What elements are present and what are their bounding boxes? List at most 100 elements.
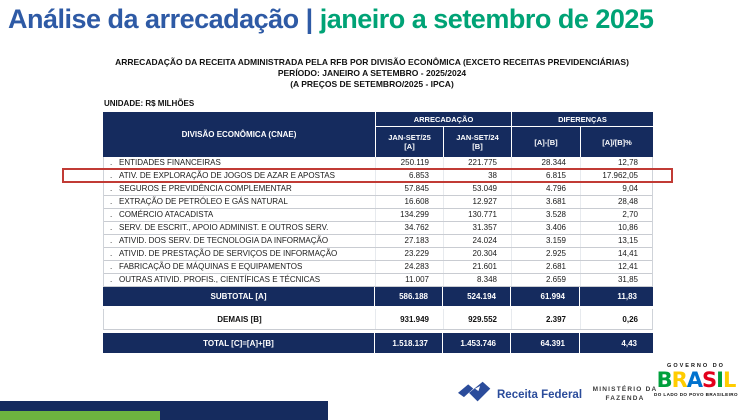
total-label: TOTAL [C]=[A]+[B] [203, 338, 274, 348]
cell-diff: 2.925 [511, 248, 580, 260]
cell-pct: 2,70 [580, 209, 652, 221]
column-subheaders: JAN-SET/25 [A] JAN-SET/24 [B] [A]-[B] [A… [375, 127, 653, 157]
row-label: ATIVID. DOS SERV. DE TECNOLOGIA DA INFOR… [119, 236, 329, 245]
receita-federal-label: Receita Federal [497, 388, 583, 401]
table-header-right: ARRECADAÇÃO DIFERENÇAS JAN-SET/25 [A] JA… [375, 112, 653, 157]
row-label: SEGUROS E PREVIDÊNCIA COMPLEMENTAR [119, 184, 292, 193]
receita-federal-icon [458, 380, 492, 409]
col-header-jan-set-25: JAN-SET/25 [A] [375, 127, 443, 157]
row-bullet: . [110, 158, 113, 167]
cell-diff: 3.681 [511, 196, 580, 208]
cell-a: 6.853 [375, 170, 443, 182]
row-bullet: . [110, 197, 113, 206]
bottom-green-bar [0, 411, 160, 420]
column-groups: ARRECADAÇÃO DIFERENÇAS [375, 112, 653, 127]
row-label: FABRICAÇÃO DE MÁQUINAS E EQUIPAMENTOS [119, 262, 303, 271]
cell-b: 12.927 [443, 196, 511, 208]
cell-a: 586.188 [374, 287, 442, 306]
cell-pct: 4,43 [579, 333, 651, 353]
table-body: . ENTIDADES FINANCEIRAS 250.119 221.775 2… [62, 157, 673, 287]
cell-b: 38 [443, 170, 511, 182]
cell-diff: 4.796 [511, 183, 580, 195]
cell-pct: 10,86 [580, 222, 652, 234]
cell-b: 221.775 [443, 157, 511, 169]
cell-a: 11.007 [375, 274, 443, 286]
demais-label: DEMAIS [B] [217, 314, 262, 324]
cell-diff: 2.397 [511, 309, 580, 329]
cell-pct: 12,41 [580, 261, 652, 273]
brasil-wordmark: BRASIL [656, 368, 737, 392]
table-row: . ATIVID. DE PRESTAÇÃO DE SERVIÇOS DE INF… [104, 248, 652, 261]
table-header: DIVISÃO ECONÔMICA (CNAE) ARRECADAÇÃO DIF… [103, 112, 653, 157]
cell-diff: 28.344 [511, 157, 580, 169]
page-title: Análise da arrecadação | janeiro a setemb… [8, 4, 654, 35]
row-label: COMÉRCIO ATACADISTA [119, 210, 214, 219]
cell-pct: 31,85 [580, 274, 652, 286]
cell-a: 16.608 [375, 196, 443, 208]
row-label: ATIV. DE EXPLORAÇÃO DE JOGOS DE AZAR E A… [119, 171, 335, 180]
cell-b: 929.552 [443, 309, 511, 329]
col-header-jan-set-24: JAN-SET/24 [B] [443, 127, 511, 157]
row-bullet: . [110, 210, 113, 219]
cell-diff: 6.815 [511, 170, 580, 182]
col-group-diferencas: DIFERENÇAS [511, 112, 653, 126]
table-row: . EXTRAÇÃO DE PETRÓLEO E GÁS NATURAL 16.6… [104, 196, 652, 209]
col-header-diff: [A]-[B] [511, 127, 580, 157]
cell-pct: 12,78 [580, 157, 652, 169]
caption-line-3: (A PREÇOS DE SETEMBRO/2025 - IPCA) [290, 79, 454, 89]
cell-b: 21.601 [443, 261, 511, 273]
row-label: OUTRAS ATIVID. PROFIS., CIENTÍFICAS E TÉ… [119, 275, 321, 284]
cell-a: 57.845 [375, 183, 443, 195]
cell-diff: 3.159 [511, 235, 580, 247]
cell-pct: 0,26 [580, 309, 652, 329]
ministerio-fazenda-label: MINISTÉRIO DA FAZENDA [592, 386, 658, 402]
cell-pct: 14,41 [580, 248, 652, 260]
brasil-tagline: DO LADO DO POVO BRASILEIRO [654, 392, 738, 397]
row-label: SERV. DE ESCRIT., APOIO ADMINIST. E OUTR… [119, 223, 329, 232]
cell-pct: 17.962,05 [580, 170, 652, 182]
cell-b: 130.771 [443, 209, 511, 221]
cell-b: 8.348 [443, 274, 511, 286]
governo-do-label: GOVERNO DO [667, 363, 725, 369]
cell-a: 34.762 [375, 222, 443, 234]
cell-diff: 64.391 [510, 333, 579, 353]
row-bullet: . [110, 262, 113, 271]
table-caption: ARRECADAÇÃO DA RECEITA ADMINISTRADA PELA… [0, 57, 744, 90]
table-row: . ATIVID. DOS SERV. DE TECNOLOGIA DA INFO… [104, 235, 652, 248]
demais-row: DEMAIS [B] 931.949 929.552 2.397 0,26 [103, 309, 653, 330]
total-row: TOTAL [C]=[A]+[B] 1.518.137 1.453.746 64… [103, 333, 653, 353]
cell-b: 31.357 [443, 222, 511, 234]
cell-diff: 3.406 [511, 222, 580, 234]
table-row-highlighted: . ATIV. DE EXPLORAÇÃO DE JOGOS DE AZAR E … [62, 168, 673, 183]
table-row: . OUTRAS ATIVID. PROFIS., CIENTÍFICAS E T… [104, 274, 652, 287]
unit-label: UNIDADE: R$ MILHÕES [104, 99, 195, 108]
cell-a: 250.119 [375, 157, 443, 169]
row-label: EXTRAÇÃO DE PETRÓLEO E GÁS NATURAL [119, 197, 288, 206]
cell-diff: 3.528 [511, 209, 580, 221]
table-row: . SERV. DE ESCRIT., APOIO ADMINIST. E OUT… [104, 222, 652, 235]
table-row: . FABRICAÇÃO DE MÁQUINAS E EQUIPAMENTOS 2… [104, 261, 652, 274]
caption-line-1: ARRECADAÇÃO DA RECEITA ADMINISTRADA PELA… [115, 57, 629, 67]
col-group-arrecadacao: ARRECADAÇÃO [375, 112, 511, 126]
row-bullet: . [110, 171, 113, 180]
col-header-pct: [A]/[B]% [580, 127, 653, 157]
subtotal-label: SUBTOTAL [A] [210, 292, 267, 301]
cell-b: 24.024 [443, 235, 511, 247]
cell-a: 27.183 [375, 235, 443, 247]
subtotal-row: SUBTOTAL [A] 586.188 524.194 61.994 11,8… [103, 287, 653, 306]
cell-pct: 9,04 [580, 183, 652, 195]
row-bullet: . [110, 275, 113, 284]
cell-b: 1.453.746 [442, 333, 510, 353]
row-bullet: . [110, 184, 113, 193]
row-label: ENTIDADES FINANCEIRAS [119, 158, 221, 167]
revenue-table: DIVISÃO ECONÔMICA (CNAE) ARRECADAÇÃO DIF… [62, 112, 673, 353]
table-row: . ENTIDADES FINANCEIRAS 250.119 221.775 2… [104, 157, 652, 170]
cell-a: 24.283 [375, 261, 443, 273]
cell-pct: 11,83 [579, 287, 651, 306]
receita-federal-logo: Receita Federal [458, 380, 582, 409]
row-label: ATIVID. DE PRESTAÇÃO DE SERVIÇOS DE INFO… [119, 249, 338, 258]
cell-diff: 2.681 [511, 261, 580, 273]
cell-a: 23.229 [375, 248, 443, 260]
caption-line-2: PERÍODO: JANEIRO A SETEMBRO - 2025/2024 [277, 68, 467, 78]
